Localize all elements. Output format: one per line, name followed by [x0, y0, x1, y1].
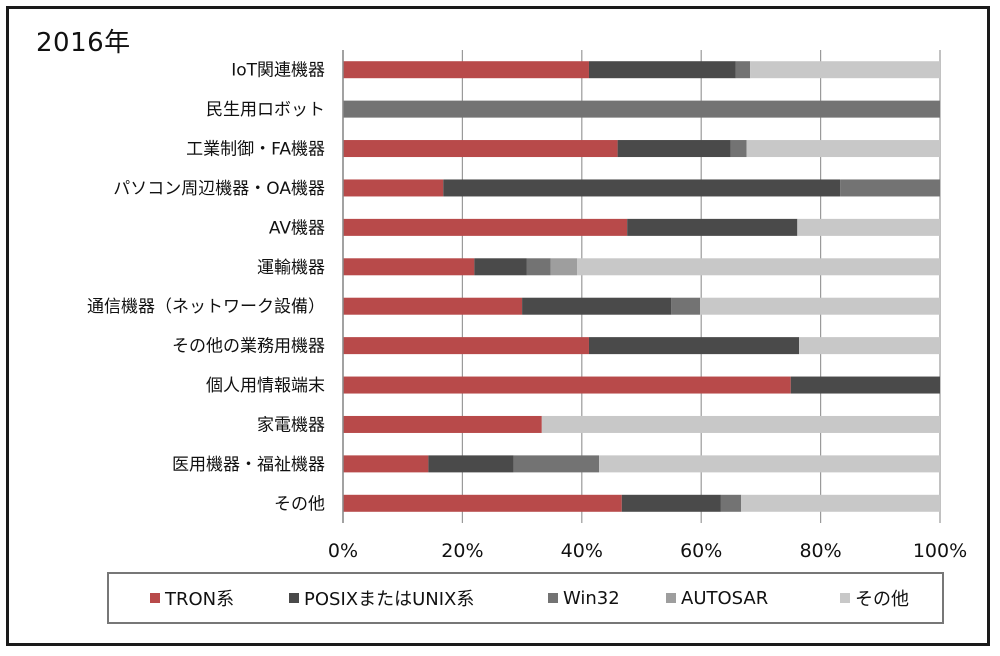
bar-segment [588, 337, 800, 355]
x-tick-label: 100% [913, 540, 967, 562]
legend-swatch [150, 593, 160, 603]
category-label: IoT関連機器 [231, 61, 325, 81]
bar-segment [343, 61, 589, 79]
legend-label: Win32 [563, 587, 620, 609]
category-label: 家電機器 [257, 415, 325, 435]
bar-segment [588, 61, 736, 79]
category-label: 運輸機器 [257, 258, 325, 278]
legend-item: POSIXまたはUNIX系 [289, 574, 474, 622]
legend-swatch [840, 593, 850, 603]
bar-segment [790, 376, 940, 394]
x-tick-label: 40% [561, 540, 603, 562]
bar-segment [700, 297, 940, 315]
bar-segment [577, 258, 940, 276]
bar-segment [343, 100, 940, 118]
x-tick-label: 0% [328, 540, 358, 562]
x-tick-label: 80% [799, 540, 841, 562]
bar-segment [343, 297, 523, 315]
chart-title: 2016年 [36, 28, 131, 58]
bar-segment [343, 494, 622, 512]
bar-segment [746, 140, 940, 158]
category-label: 工業制御・FA機器 [186, 140, 325, 160]
category-label: その他 [274, 494, 325, 514]
legend-label: POSIXまたはUNIX系 [304, 589, 475, 610]
x-tick-label: 60% [680, 540, 722, 562]
bar-segment [741, 494, 940, 512]
chart-legend: TRON系 POSIXまたはUNIX系 Win32 AUTOSAR その他 [107, 572, 944, 624]
bar-segment [840, 179, 940, 197]
bar-segment [343, 218, 628, 236]
category-label: 通信機器（ネットワーク設備） [87, 297, 325, 317]
category-label: 民生用ロボット [206, 100, 325, 120]
bar-segment [526, 258, 551, 276]
bar-segment [443, 179, 841, 197]
bar-segment [550, 258, 578, 276]
legend-swatch [289, 593, 299, 603]
bar-segment [627, 218, 798, 236]
bar-segment [522, 297, 672, 315]
category-label: その他の業務用機器 [172, 337, 325, 357]
bar-segment [799, 337, 940, 355]
legend-item: TRON系 [150, 574, 234, 622]
category-label: AV機器 [269, 218, 325, 238]
legend-item: Win32 [548, 574, 620, 622]
bar-segment [343, 415, 542, 433]
bar-segment [343, 140, 618, 158]
bar-segment [671, 297, 701, 315]
bar-segment [797, 218, 940, 236]
bar-segment [541, 415, 940, 433]
bar-segment [720, 494, 742, 512]
category-label: 医用機器・福祉機器 [172, 455, 325, 475]
bar-segment [621, 494, 721, 512]
legend-item: その他 [840, 574, 909, 622]
legend-label: その他 [855, 589, 909, 610]
bar-segment [730, 140, 747, 158]
bar-segment [343, 337, 589, 355]
legend-swatch [666, 593, 676, 603]
bar-segment [343, 455, 429, 473]
legend-swatch [548, 593, 558, 603]
bar-segment [343, 376, 791, 394]
bar-segment [735, 61, 751, 79]
legend-label: AUTOSAR [681, 587, 769, 609]
bar-segment [474, 258, 527, 276]
bar-segment [617, 140, 731, 158]
x-tick-label: 20% [441, 540, 483, 562]
bar-segment [750, 61, 940, 79]
category-label: 個人用情報端末 [206, 376, 325, 396]
bar-segment [343, 179, 444, 197]
bar-segment [513, 455, 600, 473]
bar-segment [428, 455, 514, 473]
category-label: パソコン周辺機器・OA機器 [113, 179, 325, 199]
legend-item: AUTOSAR [666, 574, 768, 622]
bar-segment [599, 455, 940, 473]
legend-label: TRON系 [165, 589, 235, 610]
bar-segment [343, 258, 475, 276]
